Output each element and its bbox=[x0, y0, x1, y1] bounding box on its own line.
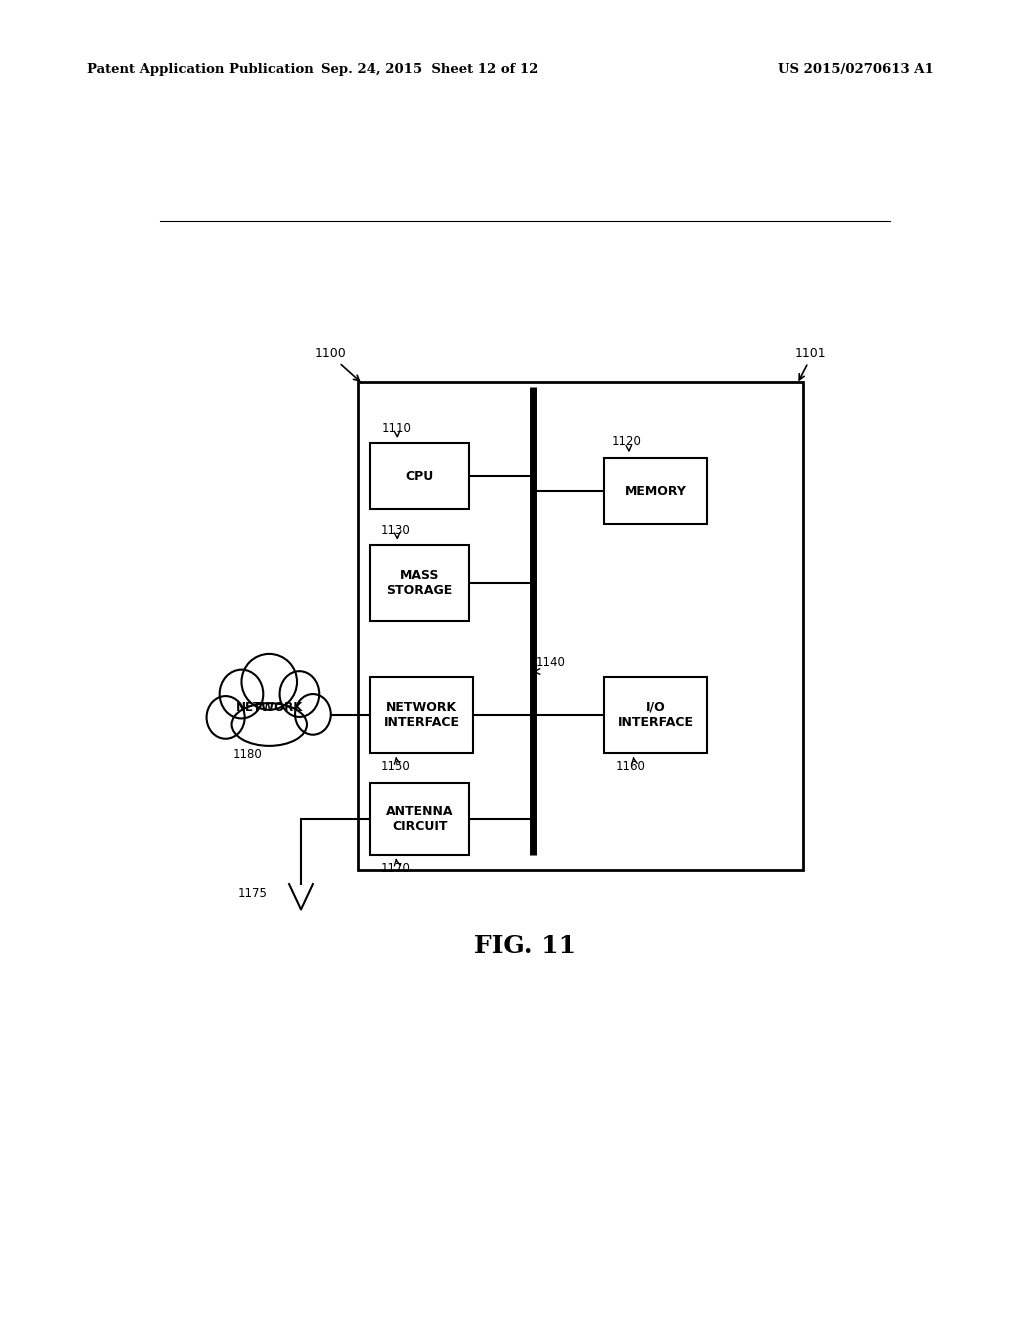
Text: 1101: 1101 bbox=[795, 347, 826, 359]
Ellipse shape bbox=[242, 660, 297, 704]
Bar bbox=[370, 784, 469, 854]
Text: 1120: 1120 bbox=[612, 436, 642, 447]
Text: NETWORK
INTERFACE: NETWORK INTERFACE bbox=[384, 701, 460, 729]
Bar bbox=[370, 545, 469, 620]
Text: I/O
INTERFACE: I/O INTERFACE bbox=[617, 701, 693, 729]
Text: 1140: 1140 bbox=[536, 656, 566, 669]
Text: US 2015/0270613 A1: US 2015/0270613 A1 bbox=[778, 63, 934, 77]
Text: MASS
STORAGE: MASS STORAGE bbox=[386, 569, 453, 597]
Text: 1150: 1150 bbox=[380, 760, 411, 774]
Bar bbox=[370, 444, 469, 510]
Ellipse shape bbox=[207, 701, 245, 734]
Text: ANTENNA
CIRCUIT: ANTENNA CIRCUIT bbox=[386, 805, 454, 833]
Text: FIG. 11: FIG. 11 bbox=[474, 935, 575, 958]
Text: MEMORY: MEMORY bbox=[625, 484, 687, 498]
Text: 1160: 1160 bbox=[616, 760, 646, 774]
Text: 1100: 1100 bbox=[314, 347, 346, 359]
Text: 1170: 1170 bbox=[380, 862, 411, 875]
Bar bbox=[358, 381, 803, 870]
Text: 1180: 1180 bbox=[232, 748, 262, 760]
Text: 1175: 1175 bbox=[238, 887, 267, 900]
Text: 1110: 1110 bbox=[382, 422, 412, 434]
Ellipse shape bbox=[295, 698, 331, 730]
Text: 1130: 1130 bbox=[380, 524, 411, 536]
Bar bbox=[370, 677, 473, 752]
Ellipse shape bbox=[231, 708, 307, 741]
Ellipse shape bbox=[220, 675, 263, 713]
Text: Patent Application Publication: Patent Application Publication bbox=[87, 63, 313, 77]
Bar bbox=[604, 458, 708, 524]
Text: NETWORK: NETWORK bbox=[236, 701, 303, 714]
Bar bbox=[604, 677, 708, 752]
Ellipse shape bbox=[280, 676, 319, 711]
Text: Sep. 24, 2015  Sheet 12 of 12: Sep. 24, 2015 Sheet 12 of 12 bbox=[322, 63, 539, 77]
Text: CPU: CPU bbox=[406, 470, 434, 483]
